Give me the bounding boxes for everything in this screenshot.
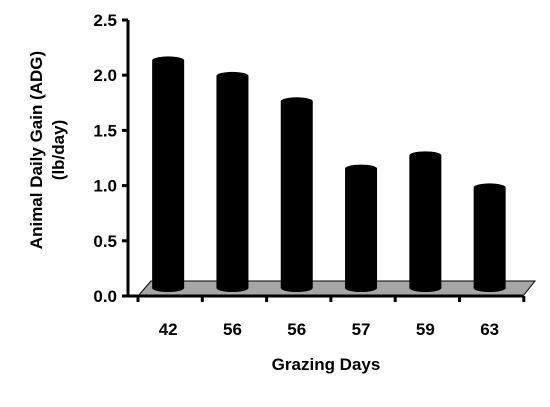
bar-body [473, 187, 506, 288]
x-axis-ticks: 42 56 56 57 59 63 [136, 296, 526, 339]
bar-base [345, 284, 378, 292]
bar-base [152, 284, 185, 292]
bar [152, 56, 185, 292]
bar-base [216, 284, 249, 292]
x-axis-title: Grazing Days [272, 355, 381, 374]
x-tick-label: 63 [480, 320, 499, 339]
x-tick-label: 57 [352, 320, 371, 339]
bar [409, 151, 442, 292]
bar-body [216, 75, 249, 288]
bar-base [473, 284, 506, 292]
bar-top [152, 56, 185, 65]
y-axis-title-line2: (lb/day) [49, 120, 68, 180]
bar-body [152, 60, 185, 288]
y-tick-label: 2.0 [93, 66, 117, 85]
bar-top [473, 183, 506, 192]
bar [345, 164, 378, 292]
x-tick-label: 56 [287, 320, 306, 339]
x-tick-label: 59 [416, 320, 435, 339]
bar-base [409, 284, 442, 292]
bar-body [409, 155, 442, 288]
y-tick-label: 0.5 [93, 232, 117, 251]
bar-top [216, 71, 249, 80]
y-axis-title-line1: Animal Daily Gain (ADG) [27, 51, 46, 249]
y-axis-ticks: 0.0 0.5 1.0 1.5 2.0 2.5 [93, 11, 128, 306]
bar-top [409, 151, 442, 160]
bar-body [345, 168, 378, 288]
y-tick-label: 1.5 [93, 121, 117, 140]
bar [280, 97, 313, 292]
y-tick-label: 2.5 [93, 11, 117, 30]
y-tick-label: 0.0 [93, 287, 117, 306]
bar-body [280, 101, 313, 288]
bars [152, 56, 506, 292]
y-tick-label: 1.0 [93, 177, 117, 196]
bar [473, 183, 506, 292]
bar-top [345, 164, 378, 173]
bar-top [280, 97, 313, 106]
bar-base [280, 284, 313, 292]
bar [216, 71, 249, 292]
x-tick-label: 56 [223, 320, 242, 339]
x-tick-label: 42 [159, 320, 178, 339]
